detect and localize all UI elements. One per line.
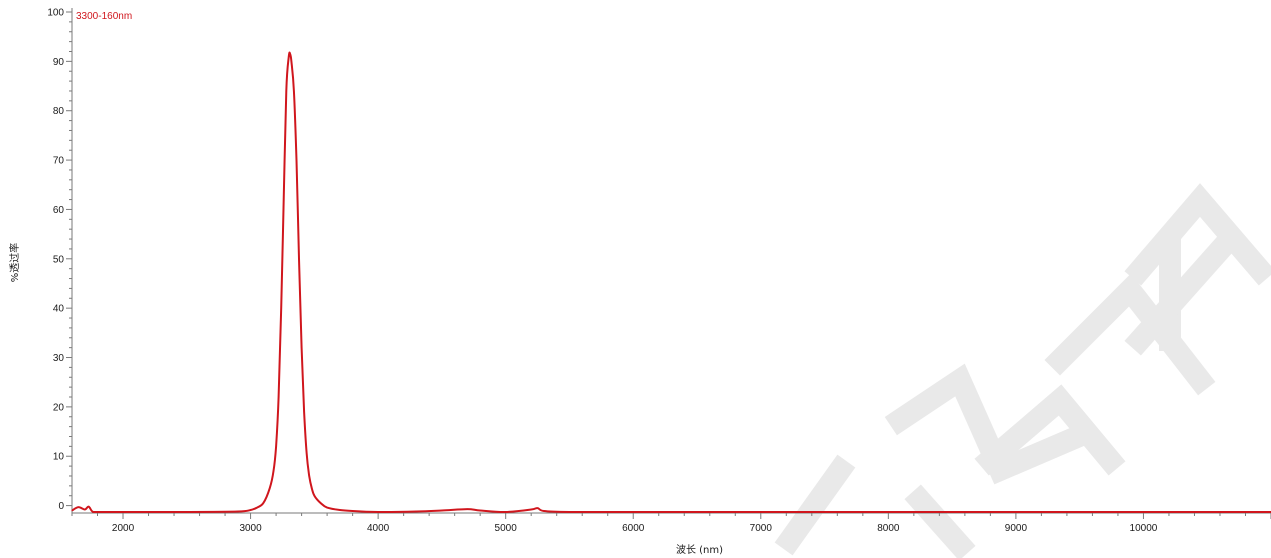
series-point (887, 511, 889, 513)
series-point (505, 511, 507, 513)
series-point (377, 511, 379, 513)
series-point (295, 159, 298, 161)
y-tick-label: 30 (53, 353, 65, 364)
series-point (84, 508, 86, 511)
x-tick-label: 6000 (622, 523, 645, 534)
series-point (632, 511, 634, 513)
x-tick-label: 8000 (877, 523, 900, 534)
x-tick-label: 9000 (1005, 523, 1028, 534)
series-point (441, 509, 443, 512)
series-point (186, 511, 188, 513)
series-point (275, 445, 277, 447)
series-point (415, 510, 417, 513)
series-point (285, 90, 287, 92)
series-point (1015, 511, 1017, 513)
series-point (543, 510, 545, 512)
plot-area (71, 51, 1271, 514)
y-tick-label: 70 (53, 156, 65, 167)
series-point (272, 470, 275, 472)
x-tick-label: 4000 (367, 523, 390, 534)
series-point (311, 487, 313, 489)
series-point (290, 60, 292, 62)
x-tick-label: 10000 (1130, 523, 1158, 534)
x-tick-label: 3000 (239, 523, 262, 534)
series-point (568, 511, 571, 513)
series-point (256, 506, 258, 509)
series-point (300, 347, 303, 349)
series-point (530, 508, 532, 511)
series-point (326, 506, 328, 509)
y-tick-label: 40 (53, 304, 65, 315)
axes: 0 10 20 30 40 50 60 70 80 90 100 2000 3000 4000 5000 60… (47, 8, 1271, 534)
series-point (339, 509, 341, 511)
series-point (262, 502, 264, 504)
series-point (308, 475, 310, 477)
watermark (774, 183, 1271, 558)
y-tick-label: 100 (47, 8, 64, 19)
series-point (479, 509, 481, 512)
series-point (536, 507, 539, 509)
series-point (1142, 511, 1145, 513)
series-point (313, 495, 315, 497)
series-point (278, 396, 280, 398)
series-point (288, 55, 290, 58)
y-tick-label: 60 (53, 205, 65, 216)
x-axis-title: 波长 (nm) (676, 543, 723, 556)
series-point (283, 198, 285, 201)
legend-entry: 3300-160nm (76, 11, 132, 22)
series-point (303, 411, 305, 413)
axis-titles: 波长 (nm) %透过率 (8, 243, 723, 556)
series-point (352, 510, 354, 512)
y-tick-label: 90 (53, 57, 65, 68)
series-point (71, 509, 73, 512)
x-tick-label: 7000 (750, 523, 773, 534)
series-point (249, 509, 252, 511)
series-point (237, 510, 239, 513)
series-point (280, 307, 282, 309)
series-point (96, 511, 99, 513)
x-tick-label: 2000 (112, 523, 135, 534)
y-tick-label: 10 (53, 452, 65, 463)
series-point (320, 502, 322, 504)
y-axis-title: %透过率 (8, 243, 21, 283)
series-point (289, 53, 291, 55)
series-point (466, 508, 469, 510)
series-point (298, 258, 300, 260)
series-point (77, 506, 79, 508)
y-tick-label: 80 (53, 106, 65, 117)
y-tick-label: 20 (53, 402, 65, 413)
series-point (87, 505, 90, 508)
series-point (91, 510, 94, 513)
legend: 3300-160nm (76, 11, 132, 22)
series-point (122, 511, 124, 513)
series-point (269, 487, 271, 489)
y-tick-label: 0 (58, 501, 64, 512)
series-point (293, 90, 295, 92)
series-point (760, 511, 762, 513)
x-tick-label: 5000 (495, 523, 518, 534)
series-point (306, 453, 308, 455)
y-tick-label: 50 (53, 254, 65, 265)
